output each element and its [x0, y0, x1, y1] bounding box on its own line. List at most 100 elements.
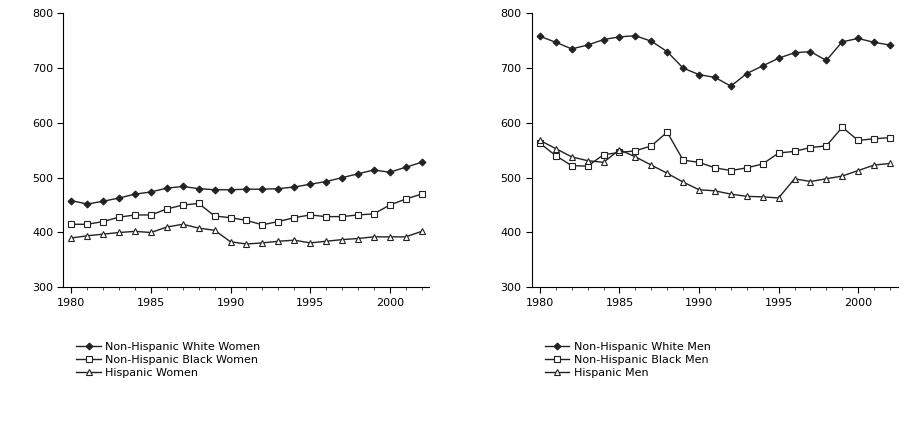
Hispanic Women — [113, 230, 124, 235]
Non-Hispanic White Men — [709, 75, 720, 80]
Hispanic Women — [225, 239, 236, 244]
Hispanic Women — [98, 232, 109, 237]
Non-Hispanic Black Women — [336, 214, 347, 219]
Hispanic Women — [257, 240, 268, 246]
Hispanic Men — [757, 194, 768, 199]
Non-Hispanic White Men — [837, 39, 848, 44]
Non-Hispanic White Women — [257, 187, 268, 192]
Non-Hispanic Black Women — [178, 202, 189, 208]
Hispanic Women — [241, 241, 252, 247]
Hispanic Women — [210, 228, 220, 233]
Non-Hispanic White Women — [288, 184, 299, 190]
Hispanic Women — [82, 233, 93, 238]
Hispanic Women — [130, 229, 141, 234]
Non-Hispanic Black Men — [662, 130, 673, 135]
Non-Hispanic Black Men — [598, 152, 609, 157]
Hispanic Men — [741, 194, 752, 199]
Non-Hispanic Black Men — [646, 143, 657, 149]
Non-Hispanic Black Men — [884, 135, 895, 140]
Hispanic Men — [869, 162, 880, 168]
Non-Hispanic Black Women — [145, 212, 156, 217]
Hispanic Women — [416, 229, 427, 234]
Line: Non-Hispanic White Men: Non-Hispanic White Men — [538, 33, 892, 88]
Non-Hispanic White Women — [400, 164, 411, 170]
Non-Hispanic Black Women — [98, 219, 109, 224]
Non-Hispanic White Men — [630, 33, 641, 38]
Non-Hispanic Black Women — [385, 202, 395, 208]
Hispanic Men — [773, 195, 784, 201]
Non-Hispanic Black Men — [678, 157, 688, 163]
Line: Hispanic Men: Hispanic Men — [537, 137, 893, 201]
Non-Hispanic White Men — [551, 40, 561, 45]
Non-Hispanic Black Women — [161, 206, 172, 212]
Hispanic Men — [534, 138, 545, 143]
Non-Hispanic Black Women — [210, 213, 220, 219]
Hispanic Women — [353, 236, 364, 241]
Non-Hispanic White Men — [694, 72, 705, 77]
Hispanic Men — [678, 179, 688, 185]
Hispanic Men — [551, 146, 561, 151]
Non-Hispanic White Women — [193, 186, 204, 191]
Hispanic Women — [145, 230, 156, 235]
Line: Non-Hispanic White Women: Non-Hispanic White Women — [69, 160, 424, 206]
Non-Hispanic Black Men — [853, 138, 863, 143]
Non-Hispanic White Men — [741, 71, 752, 76]
Non-Hispanic Black Women — [288, 215, 299, 221]
Non-Hispanic White Men — [726, 84, 736, 89]
Non-Hispanic Black Men — [534, 141, 545, 146]
Non-Hispanic White Women — [320, 179, 331, 184]
Non-Hispanic White Women — [82, 202, 93, 207]
Non-Hispanic White Men — [789, 50, 800, 55]
Hispanic Men — [837, 173, 848, 179]
Hispanic Women — [161, 225, 172, 230]
Non-Hispanic White Women — [178, 184, 189, 189]
Hispanic Men — [694, 187, 705, 192]
Line: Non-Hispanic Black Women: Non-Hispanic Black Women — [68, 191, 424, 228]
Non-Hispanic White Women — [273, 186, 284, 191]
Non-Hispanic White Women — [241, 187, 252, 192]
Non-Hispanic White Men — [646, 38, 657, 44]
Non-Hispanic White Women — [130, 191, 141, 197]
Non-Hispanic White Women — [336, 175, 347, 180]
Non-Hispanic Black Women — [400, 196, 411, 202]
Hispanic Women — [288, 237, 299, 243]
Hispanic Women — [178, 221, 189, 227]
Non-Hispanic White Women — [210, 187, 220, 192]
Non-Hispanic White Women — [98, 198, 109, 204]
Hispanic Men — [582, 158, 593, 164]
Non-Hispanic Black Men — [741, 165, 752, 171]
Hispanic Men — [726, 191, 736, 197]
Non-Hispanic Black Women — [113, 214, 124, 220]
Hispanic Men — [566, 154, 577, 160]
Non-Hispanic White Men — [884, 42, 895, 48]
Hispanic Women — [400, 234, 411, 240]
Legend: Non-Hispanic White Women, Non-Hispanic Black Women, Hispanic Women: Non-Hispanic White Women, Non-Hispanic B… — [76, 342, 260, 378]
Hispanic Women — [193, 225, 204, 231]
Non-Hispanic White Men — [662, 49, 673, 54]
Non-Hispanic White Men — [582, 42, 593, 48]
Non-Hispanic White Women — [353, 171, 364, 176]
Hispanic Men — [821, 176, 832, 181]
Hispanic Women — [66, 235, 77, 240]
Non-Hispanic Black Women — [66, 221, 77, 227]
Hispanic Men — [598, 160, 609, 165]
Non-Hispanic Black Men — [582, 164, 593, 169]
Non-Hispanic Black Men — [614, 150, 625, 155]
Non-Hispanic Black Men — [789, 149, 800, 154]
Hispanic Men — [853, 168, 863, 173]
Hispanic Men — [662, 171, 673, 176]
Non-Hispanic White Women — [225, 187, 236, 192]
Legend: Non-Hispanic White Men, Non-Hispanic Black Men, Hispanic Men: Non-Hispanic White Men, Non-Hispanic Bla… — [545, 342, 710, 378]
Non-Hispanic Black Men — [821, 143, 832, 149]
Non-Hispanic White Men — [773, 56, 784, 61]
Non-Hispanic Black Women — [273, 219, 284, 224]
Hispanic Men — [630, 154, 641, 160]
Non-Hispanic White Men — [678, 65, 688, 71]
Non-Hispanic White Men — [534, 34, 545, 39]
Non-Hispanic White Men — [757, 63, 768, 69]
Hispanic Men — [805, 179, 816, 184]
Non-Hispanic Black Men — [694, 160, 705, 165]
Non-Hispanic White Men — [614, 34, 625, 39]
Hispanic Men — [789, 176, 800, 181]
Non-Hispanic White Men — [805, 49, 816, 54]
